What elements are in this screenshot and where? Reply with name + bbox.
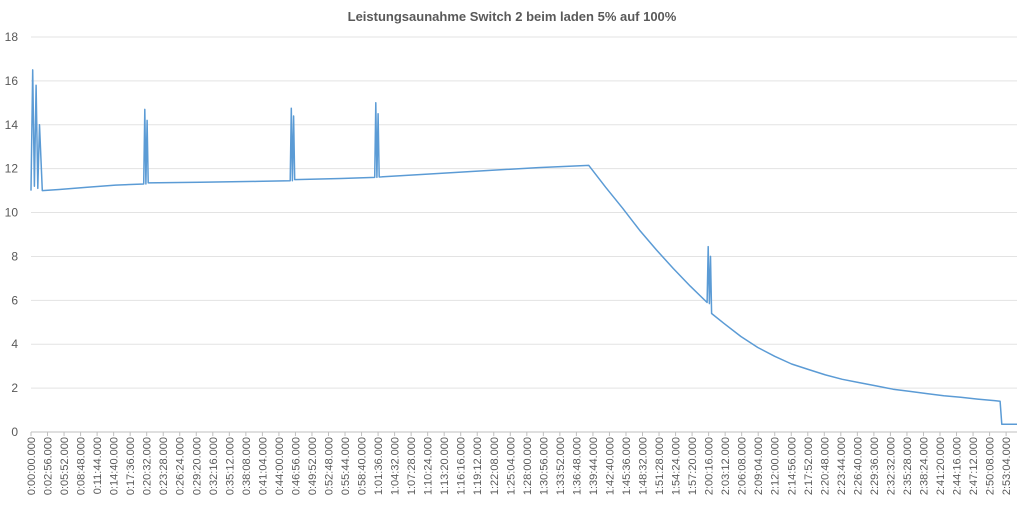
y-axis-ticks: 0 2 4 6 8 10 12 14 16 18 (5, 30, 19, 439)
x-tick-label: 1:13:20.000 (439, 437, 451, 495)
x-tick-label: 2:20:48.000 (819, 437, 831, 495)
x-tick-label: 2:50:08.000 (985, 437, 997, 495)
x-tick-label: 1:10:24.000 (423, 437, 435, 495)
x-tick-label: 2:23:44.000 (836, 437, 848, 495)
x-tick-label: 1:28:00.000 (522, 437, 534, 495)
x-tick-label: 0:23:28.000 (158, 437, 170, 495)
x-tick-label: 1:22:08.000 (489, 437, 501, 495)
x-tick-label: 2:29:36.000 (869, 437, 881, 495)
x-tick-label: 0:35:12.000 (224, 437, 236, 495)
x-tick-label: 0:11:44.000 (92, 437, 104, 494)
x-tick-label: 2:03:12.000 (720, 437, 732, 495)
y-tick-label: 10 (5, 206, 19, 220)
x-tick-label: 0:17:36.000 (125, 437, 137, 495)
x-tick-label: 2:32:32.000 (885, 437, 897, 495)
x-tick-label: 2:44:16.000 (952, 437, 964, 495)
x-tick-label: 0:29:20.000 (191, 437, 203, 495)
y-tick-label: 0 (11, 425, 18, 439)
x-tick-label: 1:16:16.000 (456, 437, 468, 495)
x-tick-label: 0:05:52.000 (59, 437, 71, 495)
x-tick-label: 0:00:00.000 (26, 437, 38, 495)
x-tick-label: 2:06:08.000 (737, 437, 749, 495)
x-tick-label: 0:41:04.000 (257, 437, 269, 495)
x-tick-label: 2:47:12.000 (968, 437, 980, 495)
x-tick-label: 0:08:48.000 (76, 437, 88, 495)
x-tick-label: 2:12:00.000 (770, 437, 782, 495)
chart-title: Leistungsaunahme Switch 2 beim laden 5% … (348, 9, 677, 24)
x-tick-label: 0:20:32.000 (142, 437, 154, 495)
y-tick-label: 2 (11, 381, 18, 395)
gridlines (31, 36, 1017, 433)
x-tick-label: 0:46:56.000 (290, 437, 302, 495)
x-tick-label: 1:57:20.000 (687, 437, 699, 495)
x-tick-label: 0:49:52.000 (307, 437, 319, 495)
x-tick-label: 0:55:44.000 (340, 437, 352, 495)
x-tick-label: 2:35:28.000 (902, 437, 914, 495)
x-tick-label: 2:00:16.000 (704, 437, 716, 495)
series-layer (30, 69, 1017, 426)
x-tick-label: 0:38:08.000 (241, 437, 253, 495)
y-tick-label: 6 (11, 293, 18, 307)
x-tick-label: 2:41:20.000 (935, 437, 947, 495)
x-tick-label: 1:01:36.000 (373, 437, 385, 495)
x-tick-label: 2:17:52.000 (803, 437, 815, 495)
y-tick-label: 12 (5, 162, 19, 176)
x-tick-label: 0:02:56.000 (43, 437, 55, 495)
x-tick-label: 1:48:32.000 (638, 437, 650, 495)
x-tick-label: 2:09:04.000 (753, 437, 765, 495)
x-tick-label: 1:25:04.000 (505, 437, 517, 495)
x-tick-label: 2:38:24.000 (918, 437, 930, 495)
x-tick-label: 1:19:12.000 (472, 437, 484, 495)
y-tick-label: 14 (5, 118, 19, 132)
series-line (30, 69, 1017, 426)
x-tick-label: 1:07:28.000 (406, 437, 418, 495)
x-tick-label: 0:52:48.000 (323, 437, 335, 495)
y-tick-label: 4 (11, 337, 18, 351)
x-tick-label: 1:54:24.000 (671, 437, 683, 495)
x-tick-label: 2:53:04.000 (1001, 437, 1013, 495)
x-tick-label: 1:30:56.000 (538, 437, 550, 495)
x-tick-label: 1:42:40.000 (604, 437, 616, 495)
x-axis-ticks: 0:00:00.000 0:02:56.000 0:05:52.000 0:08:48… (26, 432, 1013, 495)
x-tick-label: 0:26:24.000 (175, 437, 187, 495)
y-tick-label: 8 (11, 249, 18, 263)
x-tick-label: 1:45:36.000 (621, 437, 633, 495)
x-tick-label: 1:04:32.000 (390, 437, 402, 495)
x-tick-label: 1:36:48.000 (571, 437, 583, 495)
x-tick-label: 1:51:28.000 (654, 437, 666, 495)
x-tick-label: 0:14:40.000 (109, 437, 121, 495)
y-tick-label: 16 (5, 74, 19, 88)
x-tick-label: 1:39:44.000 (588, 437, 600, 495)
x-tick-label: 0:58:40.000 (357, 437, 369, 495)
x-tick-label: 2:26:40.000 (852, 437, 864, 495)
y-tick-label: 18 (5, 30, 19, 44)
x-tick-label: 0:44:00.000 (274, 437, 286, 495)
x-tick-label: 1:33:52.000 (555, 437, 567, 495)
x-tick-label: 0:32:16.000 (208, 437, 220, 495)
x-tick-label: 2:14:56.000 (786, 437, 798, 495)
